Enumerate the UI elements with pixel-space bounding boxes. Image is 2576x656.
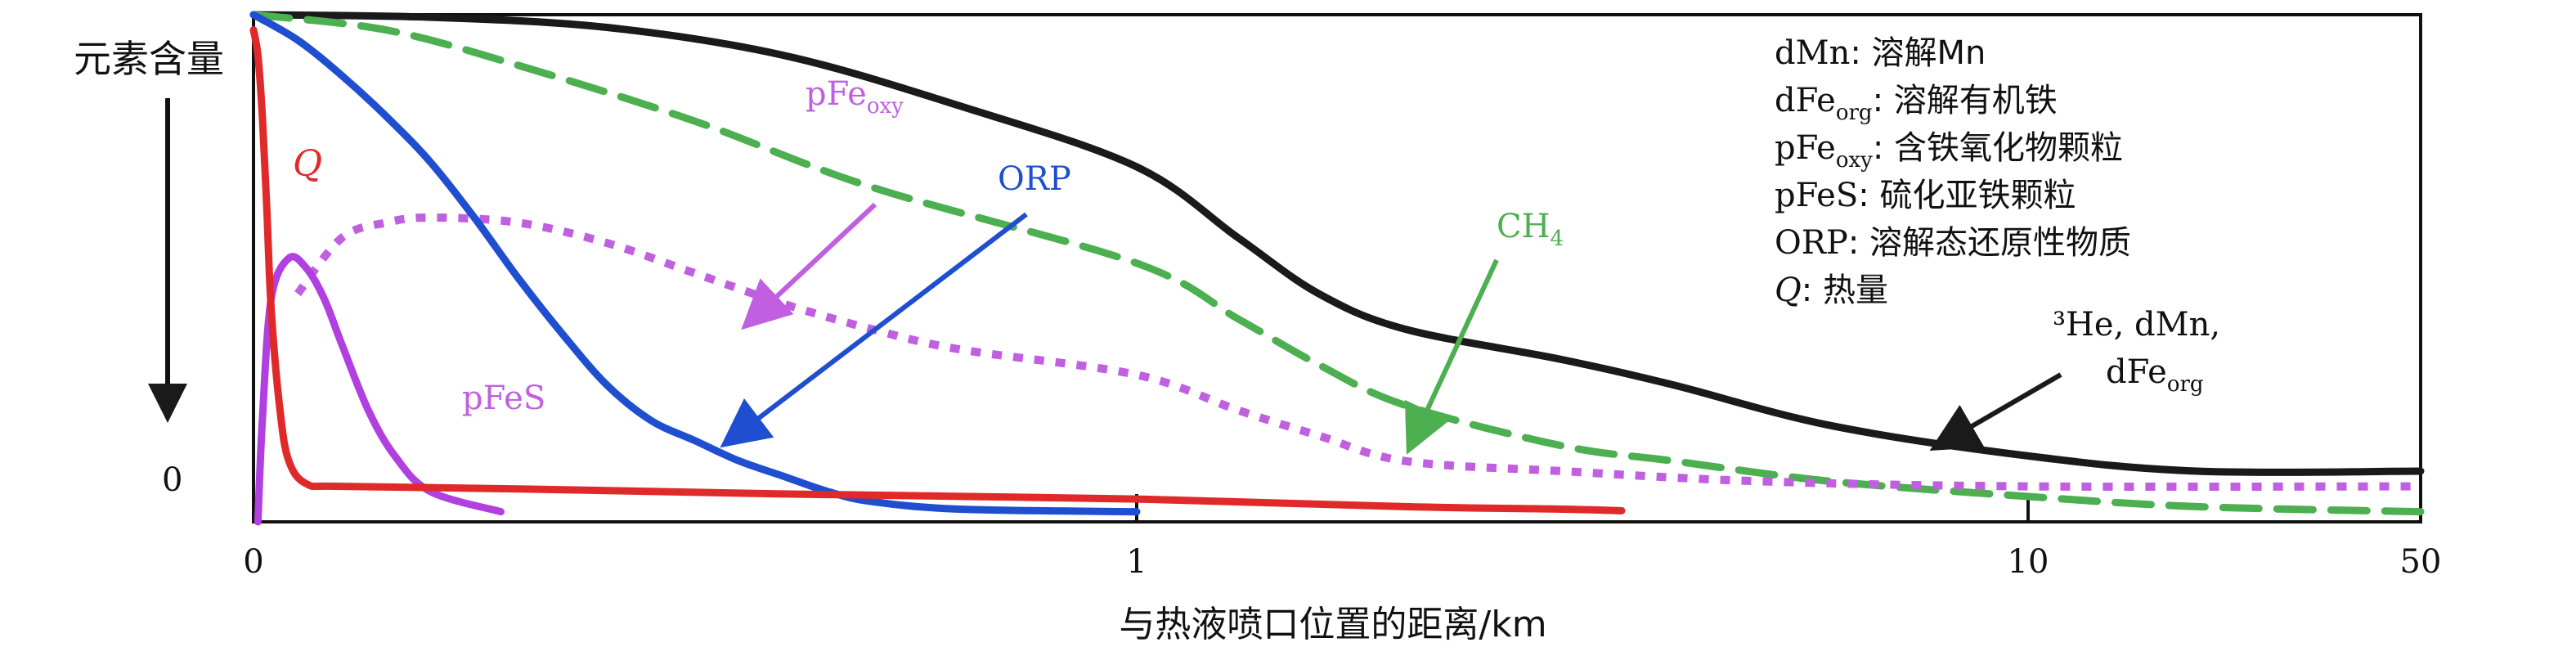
y-axis-label: 元素含量: [74, 37, 224, 81]
arrow-ch4: [1404, 258, 1499, 455]
label-q: Q: [293, 143, 322, 185]
legend-entry: dFeorg: 溶解有机铁: [1775, 82, 2058, 125]
series-layer: [249, 11, 2425, 526]
series-line-5: [249, 26, 1626, 514]
x-tick-label: 10: [2008, 543, 2049, 581]
x-tick-label: 0: [243, 543, 263, 581]
y-zero-label: 0: [162, 461, 182, 499]
plot-frame: [252, 13, 2422, 523]
label-pfe-oxy: pFeoxy: [806, 75, 904, 119]
x-tick-label: 50: [2400, 543, 2442, 581]
x-ticks: 0 1 10 50: [243, 494, 2441, 581]
series-line-2: [294, 213, 2421, 492]
label-he-dmn-2: dFeorg: [2106, 353, 2204, 397]
arrow-orp: [720, 212, 1028, 448]
label-he-dmn-1: ³He, dMn,: [2053, 306, 2220, 344]
label-ch4: CH4: [1497, 208, 1564, 251]
x-tick-label: 1: [1126, 543, 1147, 581]
series-line-4: [254, 253, 505, 526]
legend-entry: Q: 热量: [1775, 272, 1888, 309]
label-orp: ORP: [998, 160, 1071, 198]
legend-entry: ORP: 溶解态还原性物质: [1775, 224, 2131, 262]
legend-entry: pFeS: 硫化亚铁颗粒: [1775, 177, 2076, 214]
arrow-pfe-oxy: [741, 202, 877, 330]
series-line-1: [249, 11, 2425, 516]
legend-entry: dMn: 溶解Mn: [1775, 34, 1986, 72]
series-line-3: [249, 11, 1141, 516]
x-axis-label: 与热液喷口位置的距离/km: [1119, 604, 1546, 645]
label-pfes: pFeS: [462, 380, 545, 417]
arrow-he-dmn: [1929, 372, 2062, 452]
series-line-0: [249, 11, 2425, 476]
legend-entry: pFeoxy: 含铁氧化物颗粒: [1775, 129, 2123, 173]
